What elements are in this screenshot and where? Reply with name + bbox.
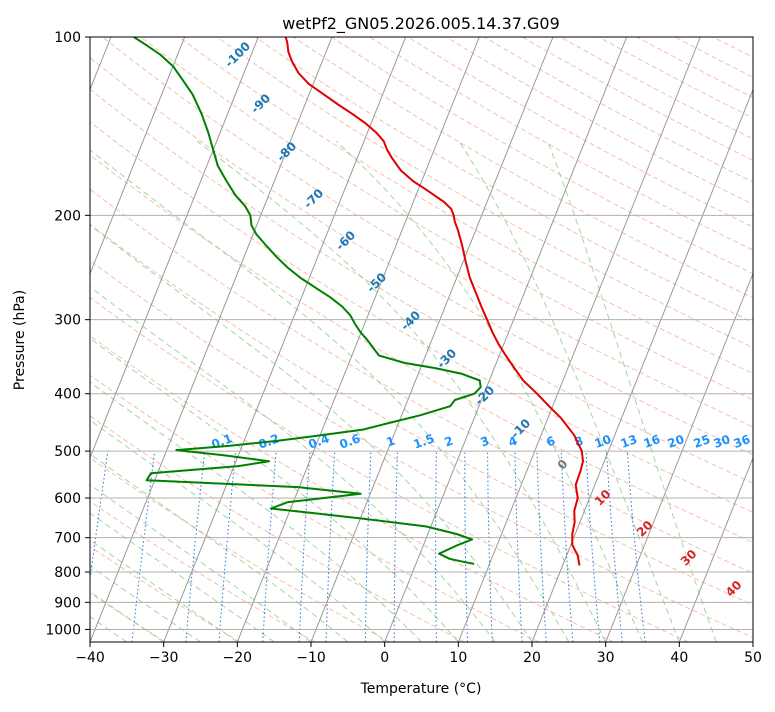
x-tick-label: 10 <box>449 650 467 666</box>
y-tick-label: 600 <box>54 491 81 507</box>
y-tick-label: 300 <box>54 313 81 329</box>
y-tick-label: 1000 <box>45 622 81 638</box>
y-tick-label: 400 <box>54 387 81 403</box>
x-tick-label: 20 <box>523 650 541 666</box>
chart-title: wetPf2_GN05.2026.005.14.37.G09 <box>282 14 560 34</box>
y-axis-label: Pressure (hPa) <box>12 290 28 390</box>
x-axis-label: Temperature (°C) <box>360 681 482 697</box>
y-tick-label: 700 <box>54 531 81 547</box>
x-tick-label: 30 <box>597 650 615 666</box>
x-tick-label: 40 <box>670 650 688 666</box>
x-tick-label: 0 <box>380 650 389 666</box>
y-tick-label: 800 <box>54 565 81 581</box>
x-tick-label: −40 <box>75 650 105 666</box>
y-tick-label: 500 <box>54 444 81 460</box>
x-tick-label: 50 <box>744 650 762 666</box>
x-tick-label: −30 <box>149 650 179 666</box>
y-tick-label: 200 <box>54 208 81 224</box>
x-tick-label: −20 <box>223 650 253 666</box>
y-tick-label: 900 <box>54 595 81 611</box>
x-tick-label: −10 <box>296 650 326 666</box>
y-tick-label: 100 <box>54 30 81 46</box>
